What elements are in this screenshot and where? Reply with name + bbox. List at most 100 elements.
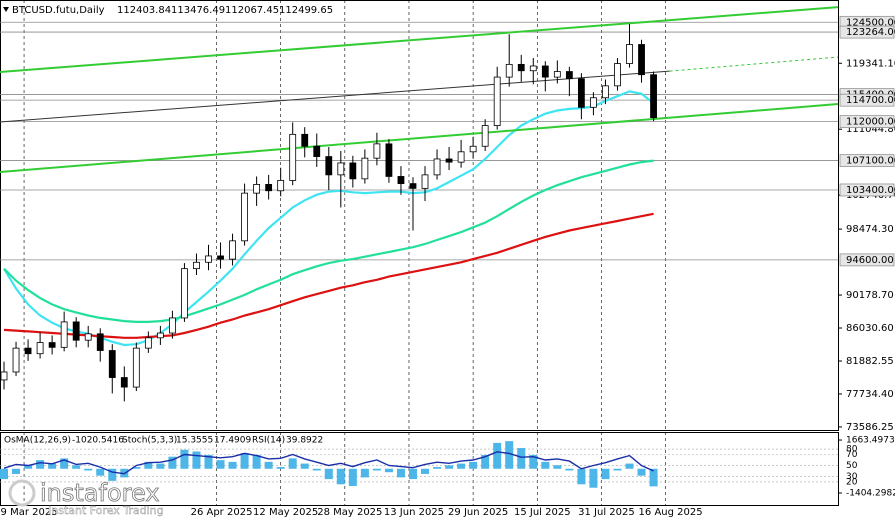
osma-bar	[433, 467, 442, 469]
osma-bar	[649, 468, 658, 487]
osma-bar	[577, 468, 586, 485]
osma-bar	[505, 441, 514, 469]
osma-bar	[421, 468, 430, 474]
x-tick-label: 28 May 2025	[317, 507, 382, 518]
trendline	[0, 6, 839, 74]
osma-bar	[529, 454, 538, 469]
watermark-tagline: Instant Forex Trading	[48, 504, 164, 517]
candle-body	[541, 65, 549, 78]
candle-body	[12, 347, 20, 373]
osma-bar	[192, 451, 201, 469]
osma-bar	[553, 465, 562, 469]
osma-bar	[96, 468, 105, 476]
y2-tick-label: 70	[846, 450, 858, 460]
osma-bar	[481, 454, 490, 469]
osma-bar	[264, 461, 273, 469]
candle-body	[373, 143, 381, 159]
candle-body	[253, 183, 261, 194]
candle-body	[229, 240, 236, 260]
indicator-value: 15.3555	[176, 436, 213, 446]
osma-bar	[180, 449, 189, 469]
candle-body	[60, 321, 68, 348]
osma-bar	[252, 454, 261, 469]
candle-body	[361, 157, 369, 180]
y2-tick-label: 20	[846, 477, 858, 487]
osma-bar	[613, 468, 622, 471]
osma-bar	[24, 465, 33, 469]
osma-bar	[384, 468, 393, 473]
ohlc-readout: 112499.65	[279, 5, 333, 16]
osma-bar	[589, 468, 598, 488]
candle-body	[445, 158, 453, 163]
osma-bar	[288, 458, 297, 469]
osma-bar	[445, 465, 454, 469]
candle-body	[457, 151, 465, 163]
y-tick-label: 1663.4973	[846, 436, 895, 446]
osma-bar	[457, 463, 466, 469]
candle-body	[0, 371, 8, 381]
osma-bar	[84, 468, 93, 471]
level-label: 114700.00	[846, 95, 895, 106]
moving-average	[3, 159, 654, 323]
candle-body	[553, 71, 561, 78]
candle-body	[24, 347, 32, 355]
level-label-box	[839, 115, 895, 128]
osma-bar	[132, 467, 141, 469]
candle-body	[96, 333, 104, 351]
candle-body	[493, 76, 501, 126]
watermark-brand: instaforex	[40, 479, 160, 507]
osma-bar	[324, 468, 333, 480]
y2-tick-label: 30	[846, 472, 858, 482]
indicator-name: RSI(14)	[252, 436, 285, 446]
osma-bar	[541, 461, 550, 469]
indicator-value: 39.8922	[286, 436, 323, 446]
level-label: 112000.00	[846, 117, 895, 128]
candle-body	[638, 44, 645, 76]
candle-body	[590, 97, 597, 108]
candle-body	[108, 350, 116, 378]
candle-body	[325, 156, 333, 176]
osma-bar	[312, 468, 321, 471]
x-tick-label: 15 Jul 2025	[514, 507, 571, 518]
x-tick-label: 31 Jul 2025	[578, 507, 635, 518]
level-label-box	[839, 183, 895, 197]
osma-bar	[637, 468, 646, 476]
x-tick-label: 9 Mar 2025	[1, 507, 58, 518]
osma-bar	[408, 468, 417, 480]
x-tick-label: 12 May 2025	[253, 507, 318, 518]
watermark-logo	[8, 479, 36, 507]
candle-body	[421, 174, 429, 189]
osma-bar	[625, 463, 634, 469]
candle-body	[397, 176, 405, 185]
y2-tick-label: 80	[846, 445, 858, 455]
candle-body	[565, 71, 573, 80]
candle-body	[289, 133, 297, 181]
candle-body	[36, 342, 44, 355]
candle-body	[156, 332, 164, 339]
osma-bar	[216, 460, 225, 469]
osma-bar	[565, 468, 574, 471]
level-label-box	[839, 25, 895, 39]
candle-body	[469, 145, 477, 153]
osma-bar	[48, 463, 57, 469]
x-tick-label: 16 Aug 2025	[639, 507, 703, 518]
level-label: 123264.00	[846, 27, 895, 38]
indicator-name: Stoch(5,3,3)	[122, 436, 177, 446]
candle-body	[72, 321, 80, 341]
candle-body	[181, 268, 188, 319]
candle-body	[193, 261, 200, 270]
candle-body	[650, 74, 657, 119]
level-label-box	[839, 253, 895, 267]
candle-body	[529, 65, 537, 72]
candle-body	[614, 63, 621, 87]
osma-bar	[156, 463, 165, 469]
osma-bar	[168, 456, 177, 469]
candle-body	[120, 377, 128, 388]
osma-bar	[601, 468, 610, 480]
trendline	[669, 56, 839, 72]
x-tick-label: 13 Jun 2025	[384, 507, 444, 518]
osma-bar	[240, 453, 249, 469]
candle-body	[337, 162, 345, 176]
